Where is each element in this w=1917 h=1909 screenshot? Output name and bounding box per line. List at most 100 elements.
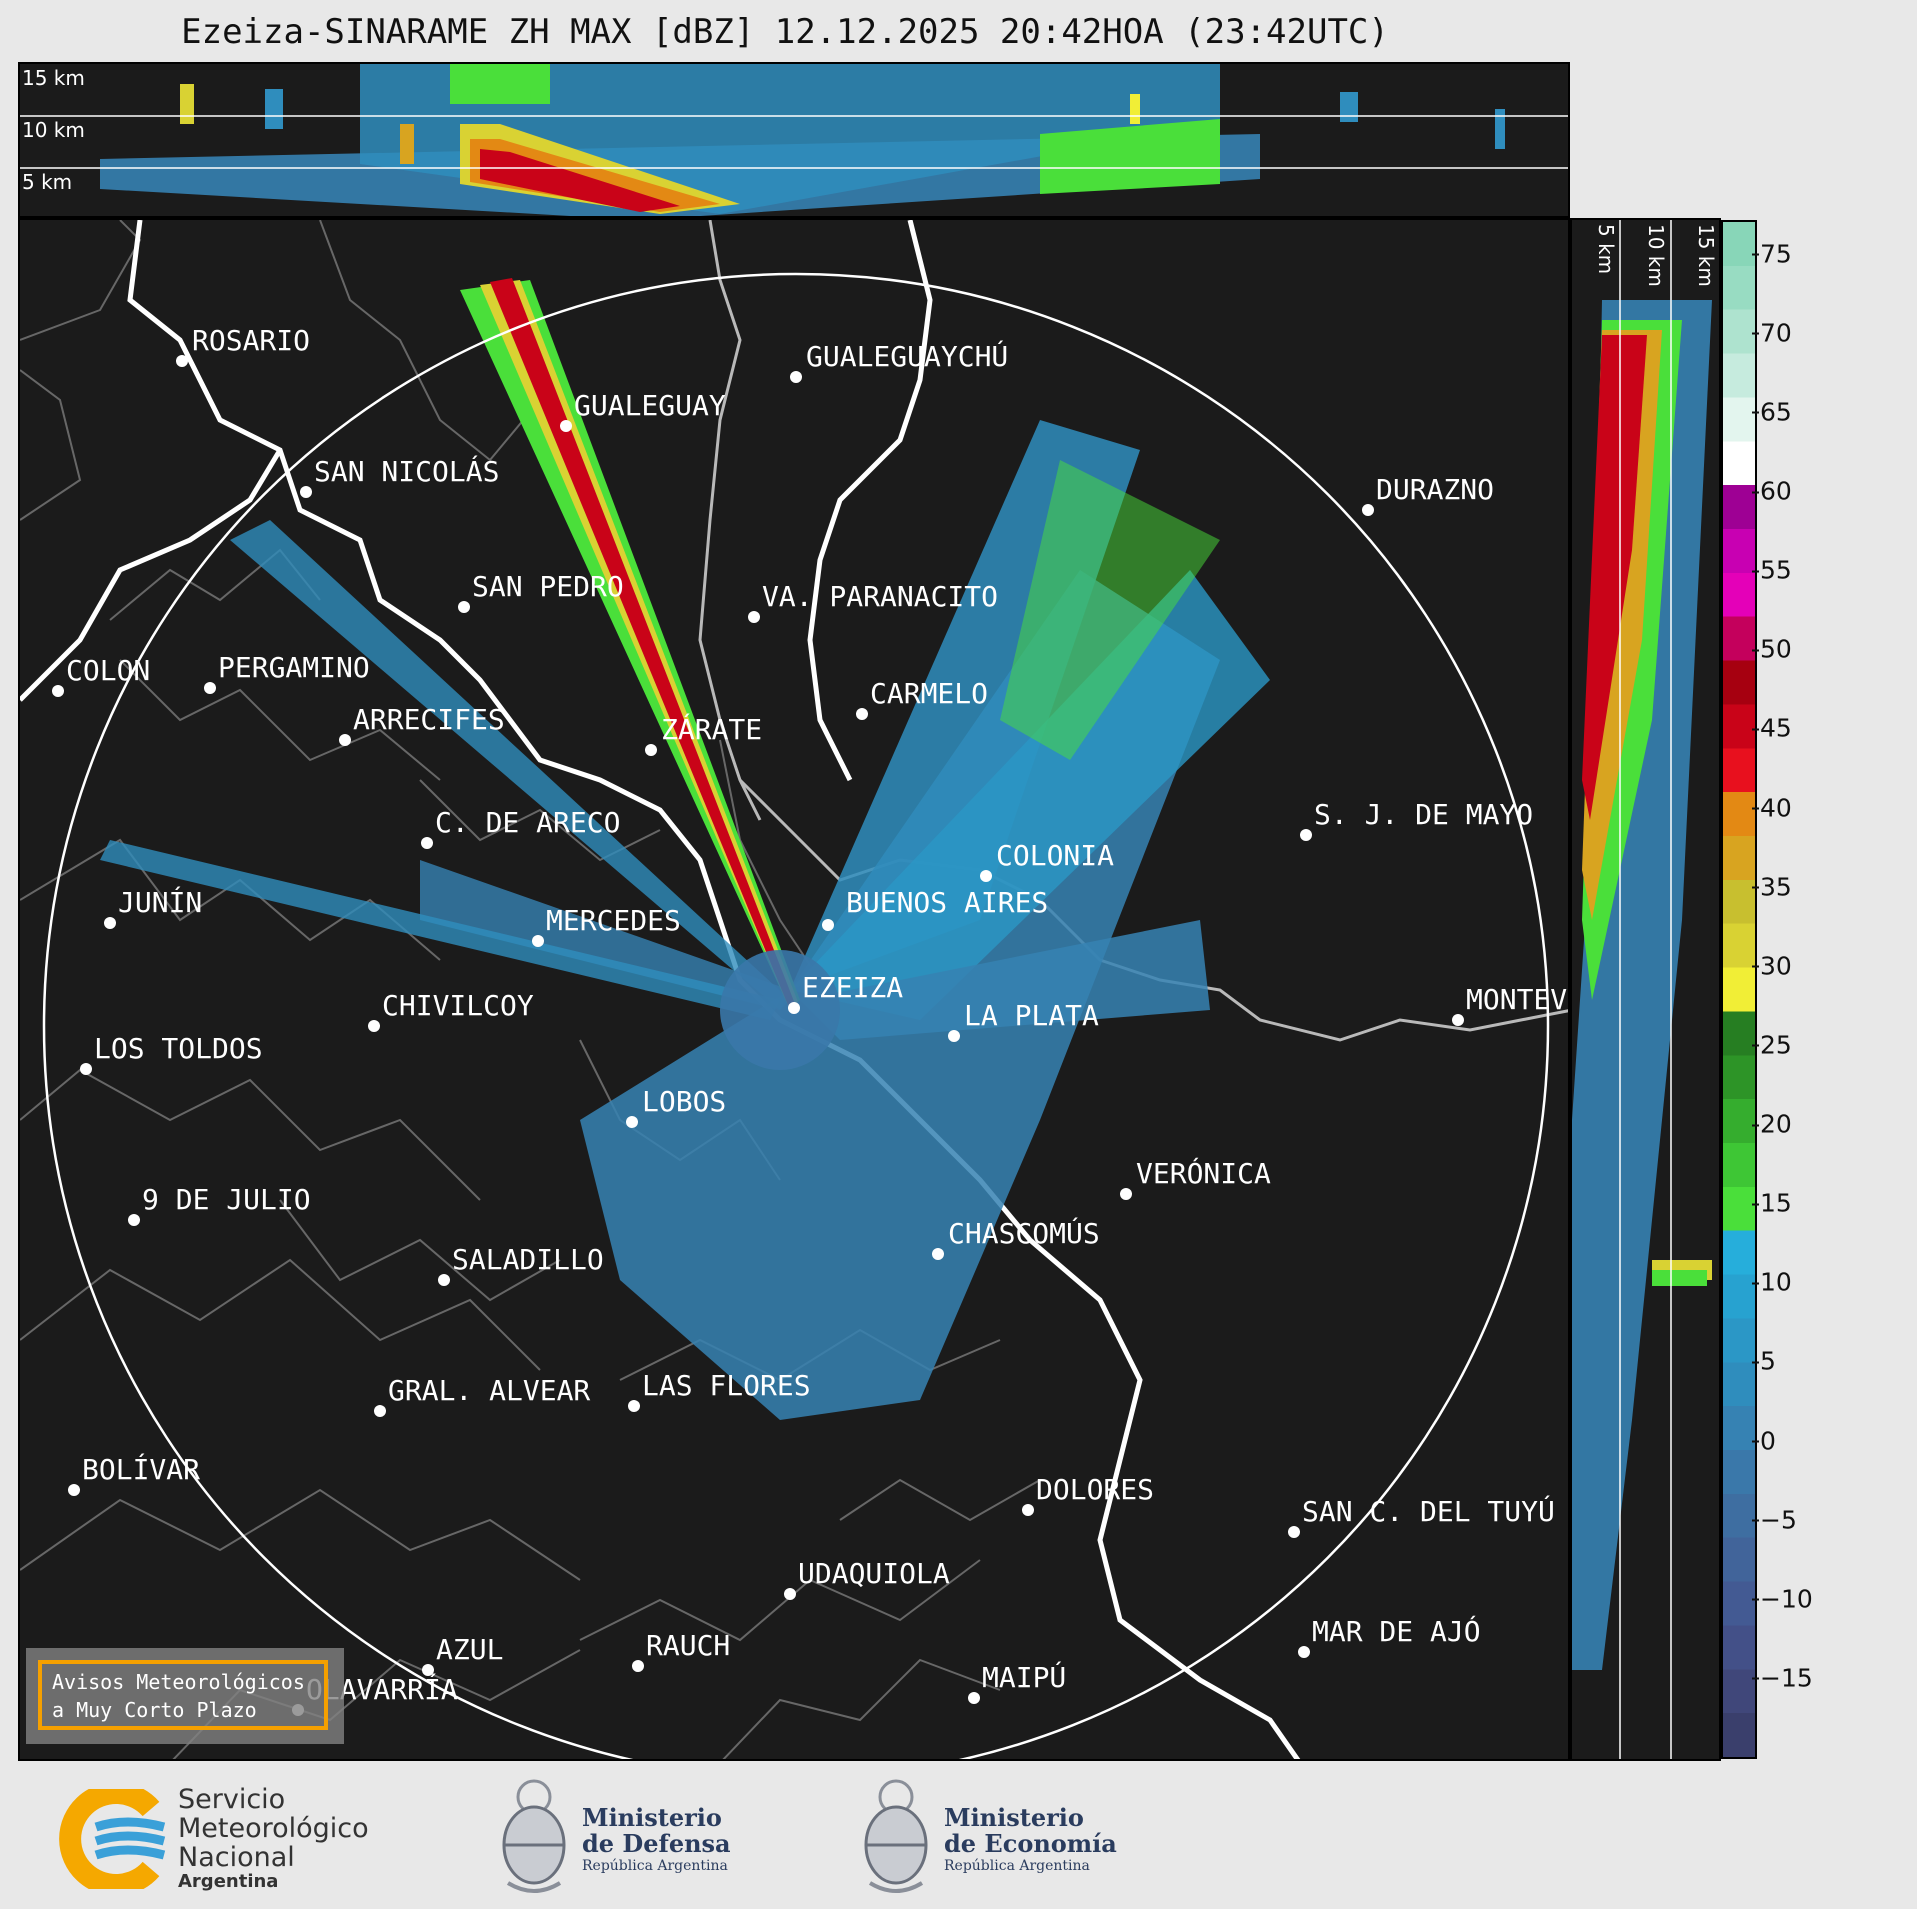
city-label: 9 DE JULIO bbox=[142, 1183, 311, 1216]
smn-logo: Servicio Meteorológico Nacional Argentin… bbox=[56, 1785, 396, 1895]
city-marker bbox=[204, 682, 216, 694]
city-label: ZÁRATE bbox=[661, 712, 762, 746]
smn-logo-line3: Nacional bbox=[178, 1842, 295, 1873]
city-marker bbox=[422, 1664, 434, 1676]
city-label: AZUL bbox=[436, 1633, 503, 1666]
city-label: MAR DE AJÓ bbox=[1312, 1614, 1481, 1648]
colorbar-tick-label: 65 bbox=[1752, 397, 1792, 427]
city-marker bbox=[1362, 504, 1374, 516]
economia-logo: Ministerio de Economía República Argenti… bbox=[856, 1775, 1156, 1905]
city-label: DURAZNO bbox=[1376, 473, 1494, 506]
city-label: MONTEV bbox=[1466, 983, 1567, 1016]
city-marker bbox=[128, 1214, 140, 1226]
colorbar-tick-label: 20 bbox=[1752, 1109, 1792, 1139]
colorbar-tick-label: 60 bbox=[1752, 476, 1792, 506]
city-label: RAUCH bbox=[646, 1629, 730, 1662]
smn-logo-line4: Argentina bbox=[178, 1871, 279, 1892]
coastline bbox=[20, 220, 1301, 1759]
colorbar-tick-label: 45 bbox=[1752, 713, 1792, 743]
city-marker bbox=[68, 1484, 80, 1496]
city-label: SAN PEDRO bbox=[472, 570, 624, 603]
side-height-label-15km: 15 km bbox=[1694, 224, 1718, 287]
city-label: BUENOS AIRES bbox=[846, 886, 1048, 919]
city-label: BOLÍVAR bbox=[82, 1452, 200, 1486]
city-label: VA. PARANACITO bbox=[762, 580, 998, 613]
city-marker bbox=[374, 1405, 386, 1417]
top-height-section-panel: 15 km 10 km 5 km bbox=[18, 62, 1570, 218]
city-label: CARMELO bbox=[870, 677, 988, 710]
top-height-label-15km: 15 km bbox=[22, 66, 85, 90]
city-label: LAS FLORES bbox=[642, 1369, 811, 1402]
defensa-logo: Ministerio de Defensa República Argentin… bbox=[494, 1775, 754, 1905]
side-height-label-10km: 10 km bbox=[1644, 224, 1668, 287]
city-marker bbox=[788, 1002, 800, 1014]
city-marker bbox=[968, 1692, 980, 1704]
city-label: SAN C. DEL TUYÚ bbox=[1302, 1494, 1555, 1528]
city-marker bbox=[176, 355, 188, 367]
colorbar-tick-label: 25 bbox=[1752, 1030, 1792, 1060]
city-marker bbox=[458, 601, 470, 613]
economia-line3: República Argentina bbox=[944, 1858, 1090, 1874]
city-label: EZEIZA bbox=[802, 971, 903, 1004]
warning-box-border: Avisos Meteorológicos a Muy Corto Plazo bbox=[38, 1660, 328, 1730]
city-marker bbox=[784, 1588, 796, 1600]
colorbar-tick-label: 10 bbox=[1752, 1267, 1792, 1297]
dbz-colorbar bbox=[1721, 220, 1757, 1759]
city-label: LA PLATA bbox=[964, 999, 1099, 1032]
chart-title: Ezeiza-SINARAME ZH MAX [dBZ] 12.12.2025 … bbox=[181, 12, 1389, 52]
city-marker bbox=[626, 1116, 638, 1128]
smn-logo-line1: Servicio bbox=[178, 1784, 286, 1815]
colorbar-tick-label: 70 bbox=[1752, 318, 1792, 348]
city-marker bbox=[932, 1248, 944, 1260]
city-label: GRAL. ALVEAR bbox=[388, 1374, 590, 1407]
city-marker bbox=[632, 1660, 644, 1672]
city-marker bbox=[80, 1063, 92, 1075]
city-label: LOS TOLDOS bbox=[94, 1032, 263, 1065]
city-label: SAN NICOLÁS bbox=[314, 454, 499, 488]
coat-of-arms-icon bbox=[502, 1779, 566, 1893]
city-marker bbox=[948, 1030, 960, 1042]
colorbar-tick-label: 40 bbox=[1752, 793, 1792, 822]
colorbar-tick-label: 35 bbox=[1752, 872, 1792, 902]
city-marker bbox=[980, 870, 992, 882]
city-label: MERCEDES bbox=[546, 904, 681, 937]
colorbar-tick-label: 50 bbox=[1752, 634, 1792, 664]
warning-line-1: Avisos Meteorológicos bbox=[52, 1670, 305, 1694]
city-label: C. DE ARECO bbox=[435, 806, 620, 839]
radar-map-panel: ROSARIO GUALEGUAYCHÚ GUALEGUAY SAN NICOL… bbox=[18, 218, 1570, 1761]
city-label: MAIPÚ bbox=[982, 1660, 1066, 1694]
city-label: UDAQUIOLA bbox=[798, 1557, 950, 1590]
city-label: COLON bbox=[66, 654, 150, 687]
warning-line-2: a Muy Corto Plazo bbox=[52, 1698, 257, 1722]
city-marker bbox=[532, 935, 544, 947]
defensa-line1: Ministerio bbox=[582, 1803, 722, 1832]
city-marker bbox=[1298, 1646, 1310, 1658]
colorbar-tick-label: 5 bbox=[1752, 1346, 1776, 1376]
top-height-label-5km: 5 km bbox=[22, 170, 73, 194]
colorbar-tick-label: 0 bbox=[1752, 1426, 1776, 1455]
city-marker bbox=[421, 837, 433, 849]
smn-logo-icon bbox=[59, 1789, 166, 1889]
city-marker bbox=[52, 685, 64, 697]
colorbar-tick-label: 75 bbox=[1752, 239, 1792, 269]
city-label: GUALEGUAY bbox=[574, 389, 726, 422]
city-label: S. J. DE MAYO bbox=[1314, 798, 1533, 831]
city-marker bbox=[1452, 1014, 1464, 1026]
colorbar-tick-label: −15 bbox=[1752, 1663, 1813, 1693]
colorbar-tick-label: −5 bbox=[1752, 1505, 1797, 1535]
city-marker bbox=[339, 734, 351, 746]
city-marker bbox=[628, 1400, 640, 1412]
city-marker bbox=[1288, 1526, 1300, 1538]
economia-line1: Ministerio bbox=[944, 1803, 1084, 1832]
city-layer: ROSARIO GUALEGUAYCHÚ GUALEGUAY SAN NICOL… bbox=[52, 324, 1567, 1716]
defensa-line3: República Argentina bbox=[582, 1858, 728, 1874]
city-label: DOLORES bbox=[1036, 1473, 1154, 1506]
side-height-section-panel: 5 km 10 km 15 km bbox=[1570, 218, 1721, 1761]
city-marker bbox=[1022, 1504, 1034, 1516]
radar-echoes bbox=[100, 278, 1270, 1420]
side-height-label-5km: 5 km bbox=[1594, 224, 1618, 275]
city-marker bbox=[104, 917, 116, 929]
city-marker bbox=[560, 420, 572, 432]
city-marker bbox=[822, 919, 834, 931]
city-label: CHASCOMÚS bbox=[948, 1216, 1100, 1250]
